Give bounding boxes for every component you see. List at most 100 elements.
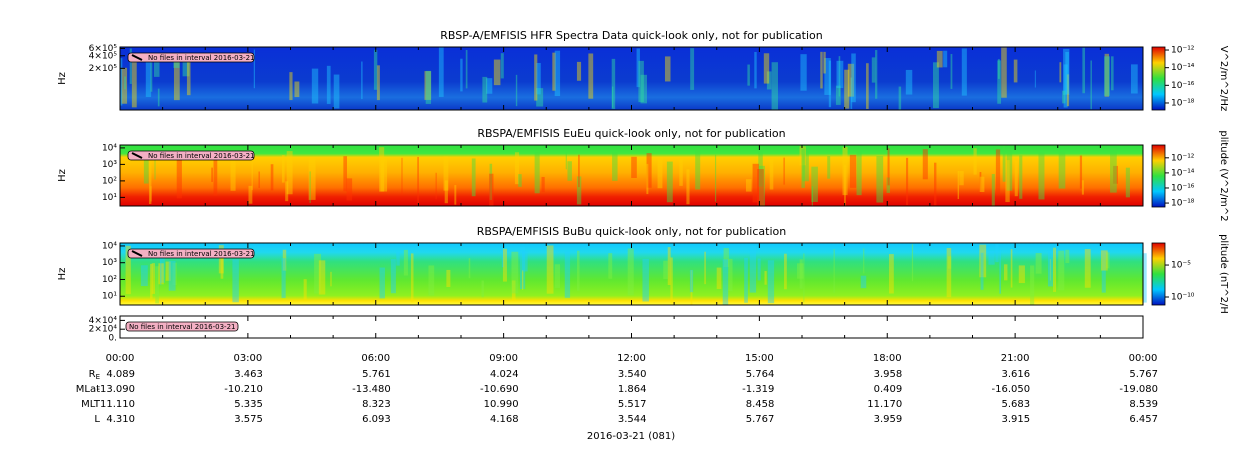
ephemeris-value: -16.050 [992, 384, 1031, 395]
texture [1059, 62, 1062, 83]
ephemeris-value: 5.764 [746, 369, 775, 380]
texture [424, 71, 432, 100]
ephemeris-value: -1.319 [742, 384, 774, 395]
ephemeris-value: 5.761 [362, 369, 391, 380]
texture [802, 149, 809, 182]
texture [444, 180, 448, 204]
ephemeris-label: L [94, 414, 100, 425]
texture [1019, 155, 1023, 199]
texture [667, 247, 671, 286]
texture [627, 248, 634, 296]
texture [1018, 265, 1025, 284]
texture [1014, 160, 1018, 197]
ephemeris-value: 3.575 [234, 414, 263, 425]
note-box [127, 248, 255, 259]
texture [471, 158, 476, 197]
ephemeris-value: 6.457 [1129, 414, 1158, 425]
texture [1047, 250, 1054, 287]
y-tick-label: 10¹ [102, 292, 117, 302]
texture [552, 52, 556, 91]
texture [143, 150, 149, 184]
texture [801, 148, 805, 188]
texture [757, 258, 761, 281]
spectrogram [120, 243, 1143, 305]
ephemeris-value: 3.958 [874, 369, 903, 380]
texture [172, 262, 177, 286]
texture [218, 245, 224, 274]
texture [140, 265, 148, 287]
texture [833, 249, 835, 293]
texture [811, 186, 814, 206]
texture [640, 74, 647, 104]
texture [1062, 90, 1066, 104]
ephemeris-label-text: L [94, 414, 100, 425]
texture [695, 147, 701, 190]
texture [657, 157, 663, 189]
texture [131, 57, 137, 108]
ephemeris-value: 1.864 [618, 384, 647, 395]
texture [565, 152, 567, 170]
ephemeris-value: 6.093 [362, 414, 391, 425]
note-box [127, 52, 255, 63]
texture [856, 150, 862, 196]
texture [767, 260, 775, 304]
texture [379, 267, 385, 299]
texture [554, 264, 561, 288]
texture [1002, 145, 1006, 182]
texture [428, 265, 435, 296]
y-tick-label: 0. [108, 334, 117, 344]
ephemeris-value: -19.080 [1119, 384, 1158, 395]
texture [500, 53, 504, 79]
texture [836, 60, 844, 89]
ephemeris-value: 4.024 [490, 369, 519, 380]
texture [120, 58, 123, 106]
texture [460, 58, 463, 92]
texture [578, 154, 580, 188]
texture [875, 50, 878, 99]
texture [401, 157, 403, 195]
texture [842, 146, 848, 196]
texture [758, 165, 765, 206]
texture [946, 248, 952, 298]
texture [799, 259, 803, 289]
texture [230, 152, 236, 191]
footer: 2016-03-21 (081) [587, 431, 675, 442]
texture [642, 258, 649, 302]
texture [248, 185, 253, 204]
texture [997, 59, 1000, 79]
texture [314, 253, 322, 294]
texture [771, 62, 778, 110]
texture [154, 147, 156, 180]
texture [576, 61, 582, 81]
texture [850, 77, 853, 109]
texture [486, 78, 493, 94]
ephemeris-value: 8.458 [746, 399, 775, 410]
texture [1101, 250, 1108, 271]
texture [886, 177, 891, 193]
colorbar-tick-label: 10⁻¹⁸ [1171, 199, 1195, 209]
y-tick-label: 10⁴ [102, 143, 117, 153]
texture [153, 57, 160, 77]
texture [860, 275, 867, 289]
texture [690, 48, 695, 90]
texture [690, 270, 693, 305]
texture [251, 160, 253, 191]
texture [376, 65, 380, 101]
ephemeris-value: 4.089 [106, 369, 135, 380]
texture [631, 156, 637, 178]
texture [758, 147, 763, 187]
texture [186, 55, 191, 96]
ephemeris-value: 8.323 [362, 399, 391, 410]
note-icon [131, 152, 143, 159]
texture [1058, 151, 1066, 189]
texture [576, 176, 582, 205]
texture [888, 254, 894, 294]
texture [749, 245, 757, 293]
texture [1053, 273, 1055, 291]
texture [465, 50, 468, 89]
spectrogram [120, 47, 1143, 110]
texture [155, 266, 159, 304]
texture [769, 158, 774, 190]
texture [932, 62, 939, 109]
ephemeris-value: 5.335 [234, 399, 263, 410]
